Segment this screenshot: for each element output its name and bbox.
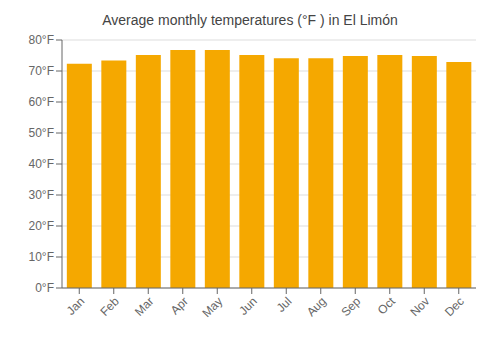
svg-text:Mar: Mar (132, 294, 157, 319)
svg-text:60°F: 60°F (29, 95, 54, 109)
svg-text:Dec: Dec (442, 294, 467, 319)
svg-text:Jan: Jan (64, 294, 88, 318)
svg-text:Apr: Apr (168, 294, 191, 317)
svg-text:50°F: 50°F (29, 126, 54, 140)
svg-text:Jun: Jun (236, 294, 260, 318)
svg-text:40°F: 40°F (29, 157, 54, 171)
svg-text:80°F: 80°F (29, 33, 54, 47)
svg-text:Sep: Sep (338, 294, 363, 319)
svg-text:10°F: 10°F (29, 250, 54, 264)
svg-text:May: May (199, 294, 225, 320)
svg-text:Nov: Nov (407, 294, 432, 319)
svg-text:Feb: Feb (97, 294, 122, 319)
svg-text:70°F: 70°F (29, 64, 54, 78)
svg-text:Jul: Jul (274, 294, 295, 315)
svg-text:30°F: 30°F (29, 188, 54, 202)
svg-text:20°F: 20°F (29, 219, 54, 233)
svg-text:0°F: 0°F (35, 281, 54, 295)
svg-text:Oct: Oct (375, 294, 399, 318)
svg-text:Aug: Aug (304, 294, 329, 319)
html-text:Average monthly temperatures (: Average monthly temperatures (°F ) in El… (102, 12, 398, 28)
